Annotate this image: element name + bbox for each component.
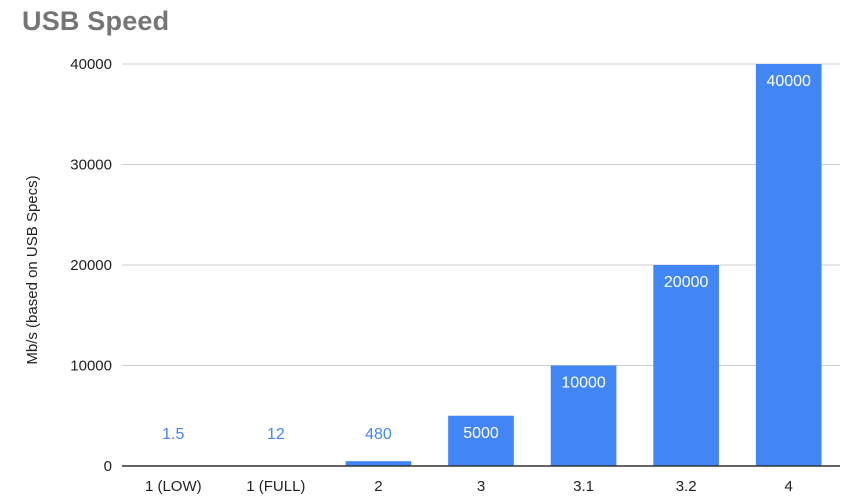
gridlines [122,63,840,366]
y-tick-label: 10000 [70,358,112,375]
x-tick-label: 3.2 [676,478,697,495]
bar [653,265,719,466]
x-tick-label: 3 [477,478,485,495]
data-labels: 1.5 12 480 5000 10000 20000 40000 [162,73,811,443]
y-tick-label: 20000 [70,257,112,274]
y-axis-tick-labels: 0 10000 20000 30000 40000 [70,56,112,475]
data-label: 40000 [766,73,811,90]
x-tick-label: 4 [785,478,793,495]
x-tick-label: 2 [374,478,382,495]
y-tick-label: 30000 [70,157,112,174]
bar [550,365,617,466]
x-tick-label: 3.1 [573,478,594,495]
data-label: 1.5 [162,426,184,443]
y-axis-title: Mb/s (based on USB Specs) [24,175,41,364]
data-label: 10000 [561,375,606,392]
bar [755,64,822,466]
data-label: 12 [267,426,285,443]
bar [448,415,514,466]
data-label: 20000 [664,274,709,291]
x-axis-tick-labels: 1 (LOW) 1 (FULL) 2 3 3.1 3.2 4 [145,478,793,495]
y-tick-label: 0 [104,458,112,475]
y-tick-label: 40000 [70,56,112,73]
data-label: 480 [365,426,392,443]
x-tick-label: 1 (FULL) [246,478,305,495]
bars [140,64,822,467]
data-label: 5000 [463,425,499,442]
bar [345,461,412,466]
x-tick-label: 1 (LOW) [145,478,202,495]
chart-title: USB Speed [22,6,170,36]
